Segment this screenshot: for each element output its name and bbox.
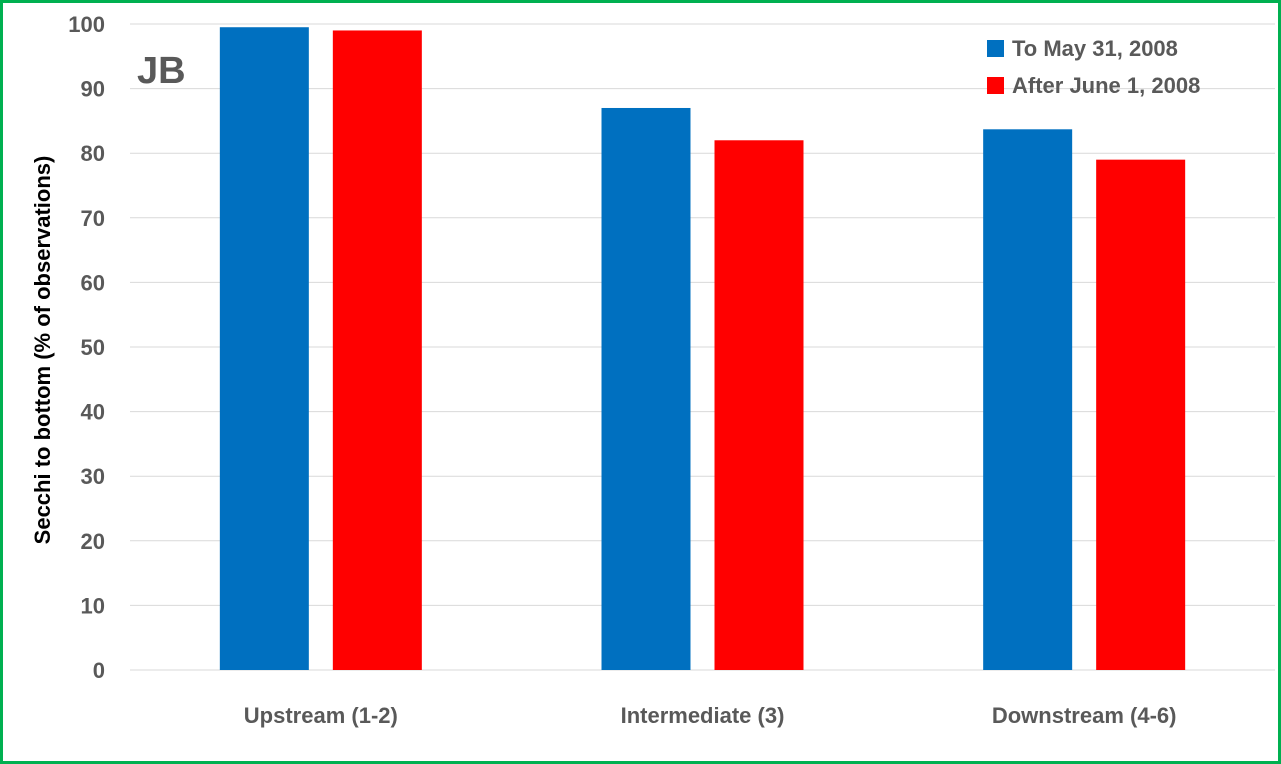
y-tick-label: 0 xyxy=(93,658,105,683)
legend-swatch xyxy=(987,77,1004,94)
y-axis-label: Secchi to bottom (% of observations) xyxy=(30,156,55,545)
x-category-label: Upstream (1-2) xyxy=(244,703,398,728)
y-tick-label: 60 xyxy=(81,270,105,295)
y-tick-label: 70 xyxy=(81,206,105,231)
bar-to-may-31-2 xyxy=(983,129,1073,671)
y-tick-label: 80 xyxy=(81,141,105,166)
y-tick-label: 40 xyxy=(81,400,105,425)
bar-after-june-1-1 xyxy=(714,140,804,670)
y-tick-label: 10 xyxy=(81,593,105,618)
legend-label: After June 1, 2008 xyxy=(1012,73,1200,98)
legend-label: To May 31, 2008 xyxy=(1012,36,1178,61)
chart-annotation: JB xyxy=(137,50,186,92)
y-tick-label: 50 xyxy=(81,335,105,360)
bar-after-june-1-0 xyxy=(332,30,422,670)
gridlines xyxy=(130,23,1275,671)
x-category-label: Intermediate (3) xyxy=(621,703,785,728)
y-tick-label: 20 xyxy=(81,529,105,554)
y-tick-label: 30 xyxy=(81,464,105,489)
legend-swatch xyxy=(987,40,1004,57)
y-tick-label: 100 xyxy=(68,12,105,37)
x-category-label: Downstream (4-6) xyxy=(992,703,1177,728)
y-tick-label: 90 xyxy=(81,77,105,102)
bar-to-may-31-0 xyxy=(219,27,309,671)
bar-after-june-1-2 xyxy=(1096,159,1186,670)
x-category-labels: Upstream (1-2) Intermediate (3) Downstream… xyxy=(244,703,1177,728)
bars xyxy=(219,27,1186,671)
y-tick-labels: 0 10 20 30 40 50 60 70 80 90 100 xyxy=(68,12,105,683)
legend: To May 31, 2008 After June 1, 2008 xyxy=(987,36,1200,98)
bar-to-may-31-1 xyxy=(601,107,691,671)
